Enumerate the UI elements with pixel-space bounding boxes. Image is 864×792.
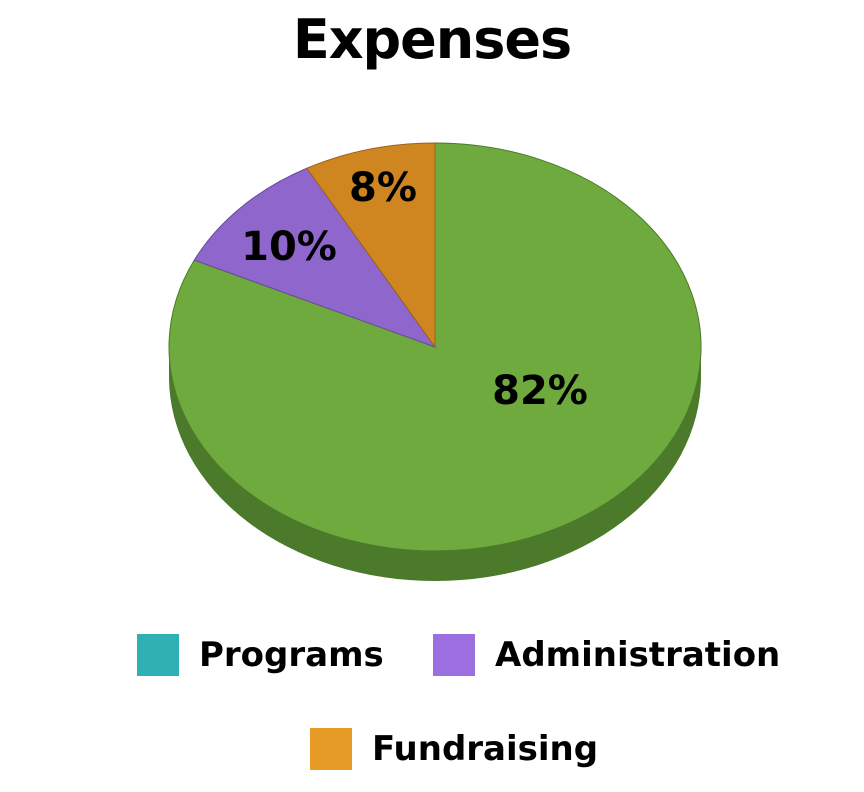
legend-label-fundraising: Fundraising: [372, 729, 599, 769]
legend-item-fundraising: Fundraising: [310, 728, 598, 770]
legend-label-administration: Administration: [495, 635, 781, 675]
slice-label-programs: 82%: [492, 368, 588, 414]
pie-slice-fundraising: [306, 142, 436, 349]
legend-swatch-administration: [433, 634, 475, 676]
slice-label-administration: 10%: [241, 224, 337, 270]
legend-label-programs: Programs: [199, 635, 384, 675]
slice-label-fundraising: 8%: [349, 165, 417, 211]
chart-title: Expenses: [292, 8, 572, 71]
legend-swatch-programs: [137, 634, 179, 676]
pie-labels: 82% 10% 8%: [241, 165, 588, 414]
legend-item-programs: Programs: [137, 634, 384, 676]
pie-slice-administration: [193, 167, 437, 349]
pie-top: [168, 142, 702, 552]
legend-swatch-fundraising: [310, 728, 352, 770]
legend-item-administration: Administration: [433, 634, 780, 676]
